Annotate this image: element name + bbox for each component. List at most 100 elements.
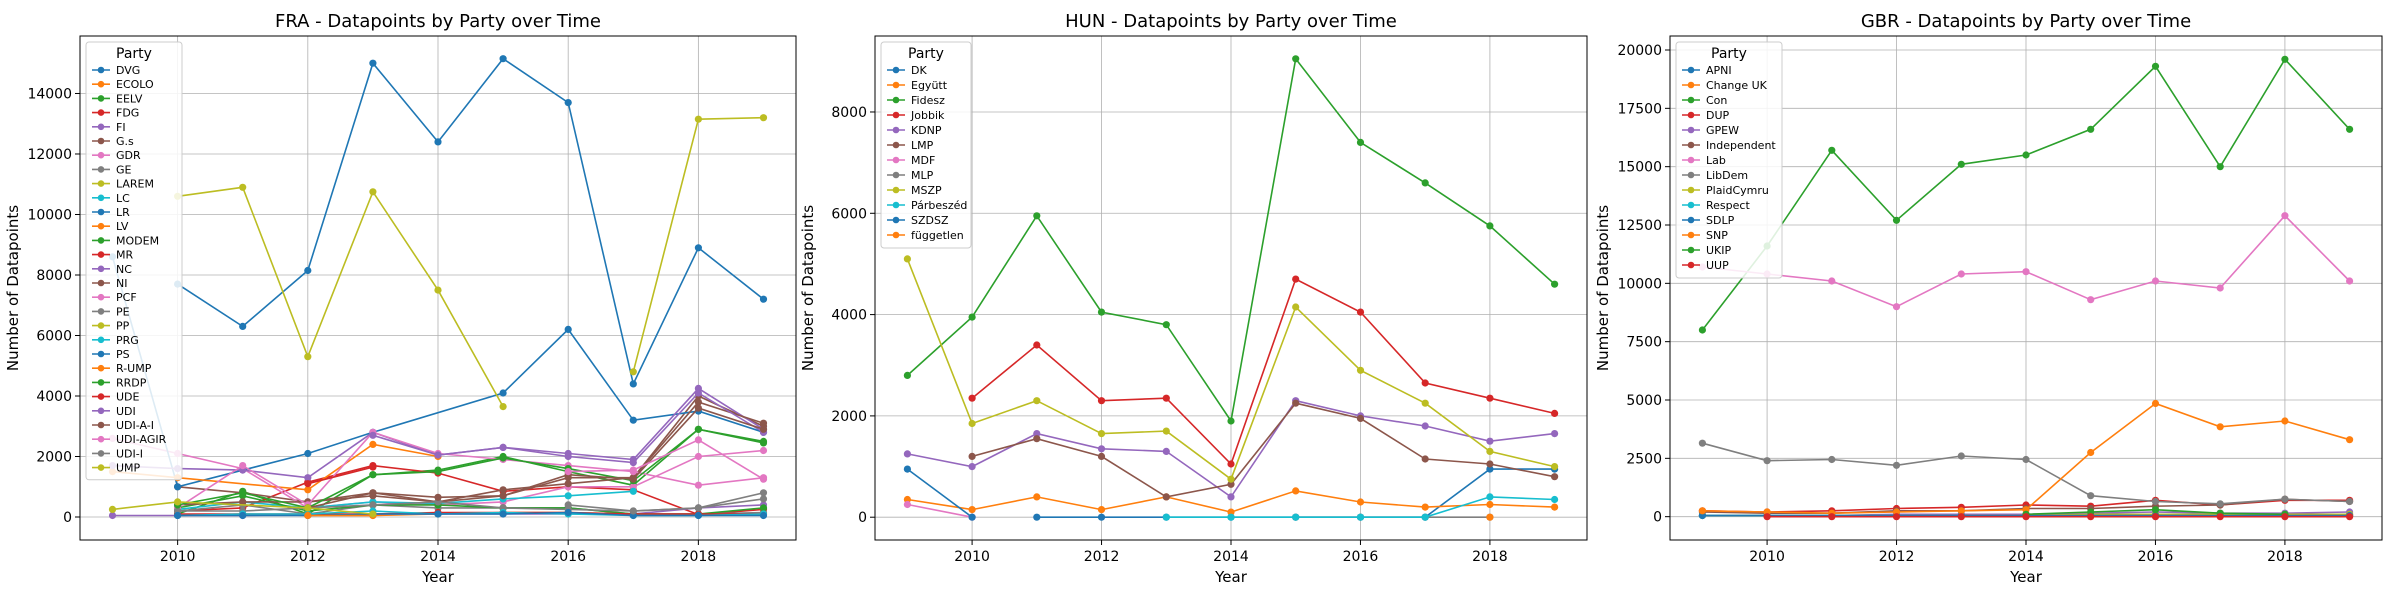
fra-series-pp-point (499, 403, 507, 411)
hun-series-p-rbesz-d-point (1162, 513, 1170, 521)
fra-series-rrdp-point (239, 489, 247, 497)
gbr-series-ukip-point (2151, 506, 2160, 514)
fra-series-rrdp-point (369, 471, 377, 479)
gbr-series-libdem-point (1698, 439, 1706, 447)
hun-x-tick-label: 2018 (1472, 549, 1508, 565)
fra-series-udi-agir-point (759, 475, 768, 483)
hun-legend-swatch-marker (892, 216, 900, 224)
gbr-plot-frame (1669, 35, 2383, 541)
hun-y-axis-label: Number of Datapoints (799, 205, 817, 371)
hun-series-fidesz-point (1033, 212, 1041, 220)
fra-series-ni-point (694, 398, 703, 406)
gbr-legend-swatch-marker (1687, 81, 1695, 89)
gbr-series-lab-point (2022, 268, 2030, 276)
hun-series-jobbik-point (1162, 394, 1170, 402)
hun-x-tick-label: 2012 (1084, 549, 1120, 565)
hun-series-fidesz-point (903, 371, 912, 379)
hun-series-egy-tt-point (1421, 503, 1429, 511)
fra-series-udi-agir-line (568, 438, 764, 480)
fra-series-dvg-point (304, 266, 312, 275)
fra-series-rrdp-point (694, 425, 703, 433)
fra-series-ni-point (564, 480, 572, 488)
gbr-series-snp-point (1957, 507, 1965, 515)
hun-legend-swatch-marker (892, 141, 900, 149)
fra-series-ni-point (239, 498, 247, 506)
gbr-legend-swatch-marker (1687, 156, 1695, 164)
gbr-series-lab-point (2281, 212, 2289, 220)
gbr-chart-title: GBR - Datapoints by Party over Time (1861, 11, 2191, 32)
fra-series-udi-point (434, 451, 442, 459)
hun-series-lmp-point (1356, 414, 1365, 422)
gbr-legend-swatch-marker (1687, 216, 1695, 224)
fra-series-lr-point (174, 483, 182, 491)
fra-series-rrdp-point (434, 468, 442, 476)
hun-series-egy-tt-point (1227, 508, 1235, 516)
fra-legend-swatch-marker (97, 308, 105, 315)
hun-series-fidesz-point (1421, 179, 1429, 187)
hun-legend-label: MDF (911, 154, 935, 167)
hun-series-lmp-line (971, 402, 1555, 498)
gbr-series-con-point (1957, 160, 1965, 168)
gbr-series-uup-point (2216, 513, 2224, 521)
gbr-legend-label: Respect (1706, 199, 1750, 212)
hun-series-fidesz-point (1097, 308, 1106, 316)
hun-y-tick-label: 0 (858, 510, 867, 526)
gbr-chart-panel: 2010 2012 2014 2016 2018 0 2500 5000 7500 10000 12… (1594, 11, 2383, 586)
fra-x-tick-label: 2018 (681, 549, 717, 565)
hun-x-tick-label: 2010 (954, 549, 990, 565)
fra-series-lr-point (304, 449, 312, 458)
hun-x-axis-label: Year (1214, 568, 1248, 586)
fra-series-lv-point (304, 486, 312, 494)
gbr-legend-label: UUP (1706, 259, 1729, 272)
hun-series-lmp-point (1421, 455, 1429, 463)
hun-series-fidesz-point (1356, 138, 1365, 146)
hun-legend-swatch-marker (892, 156, 900, 164)
hun-series-p-rbesz-d-point (1292, 513, 1300, 521)
fra-legend-label: UMP (116, 462, 141, 475)
gbr-legend-swatch-marker (1687, 261, 1695, 269)
hun-series-lmp-point (1033, 435, 1041, 443)
gbr-y-tick-label: 12500 (1617, 218, 1662, 234)
fra-series-udi-agir-point (564, 468, 572, 476)
fra-legend-label: GE (116, 163, 132, 176)
hun-series-lmp-point (1162, 493, 1170, 501)
gbr-legend-label: DUP (1706, 109, 1730, 122)
hun-legend-label: Párbeszéd (911, 199, 967, 212)
gbr-y-tick-label: 5000 (1626, 393, 1662, 409)
hun-series-lmp-point (1551, 473, 1559, 481)
fra-series-udi-a-i-line (307, 407, 764, 509)
fra-series-udi-a-i-point (629, 475, 637, 483)
hun-series-fidesz-point (968, 313, 976, 321)
gbr-legend-swatch-marker (1687, 111, 1695, 119)
gbr-series-uup-point (2087, 513, 2095, 521)
gbr-series-snp-point (2281, 417, 2289, 425)
gbr-series-group (1698, 55, 2354, 521)
fra-chart-title: FRA - Datapoints by Party over Time (275, 11, 601, 32)
fra-legend-swatch-marker (97, 265, 105, 273)
fra-series-udi-point (629, 459, 637, 467)
fra-legend-swatch-marker (97, 80, 105, 88)
gbr-series-libdem-point (2281, 495, 2289, 503)
fra-legend-label: PP (116, 320, 130, 333)
fra-y-axis-label: Number of Datapoints (4, 205, 22, 371)
fra-series-dvg-point (369, 59, 377, 67)
hun-series-p-rbesz-d-point (1227, 513, 1235, 521)
gbr-legend-label: Lab (1706, 154, 1726, 167)
fra-legend-label: RRDP (116, 376, 147, 389)
hun-y-tick-label: 8000 (831, 105, 867, 121)
gbr-series-con-point (2022, 151, 2030, 159)
gbr-x-tick-label: 2014 (2008, 549, 2044, 565)
hun-series-kdnp-point (1097, 445, 1106, 453)
gbr-series-snp-point (2346, 436, 2354, 444)
fra-legend-label: NC (116, 263, 132, 276)
fra-legend-swatch-marker (97, 393, 105, 400)
fra-chart-panel: 2010 2012 2014 2016 2018 0 2000 4000 6000 8000 100… (4, 11, 797, 586)
hun-series-fidesz-point (1162, 321, 1170, 329)
fra-legend-swatch-marker (97, 336, 105, 344)
hun-legend-swatch-marker (892, 81, 900, 89)
gbr-series-snp-point (2087, 448, 2095, 457)
fra-legend-label: LV (116, 220, 129, 233)
fra-legend-label: FDG (116, 107, 139, 120)
fra-legend-swatch-marker (97, 322, 105, 329)
gbr-legend-swatch-marker (1687, 66, 1695, 74)
